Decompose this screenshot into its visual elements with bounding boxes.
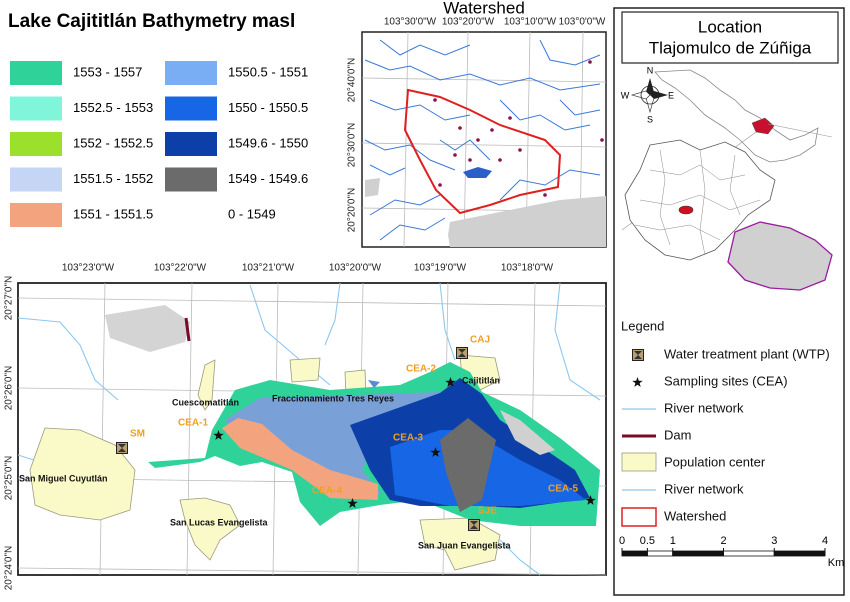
site-label: CEA-2 [406,364,436,375]
compass-label: E [668,90,674,100]
legend-label: 1549.6 - 1550 [228,135,308,150]
main-map [17,282,607,576]
legend-label: River network [664,400,744,415]
scale-unit: Km [828,557,845,569]
coord-label: 103°20'0"W [329,263,382,274]
place-label: Cajititlán [462,375,500,385]
coord-label: 20°26'0"N [4,366,15,411]
location-map [621,69,833,291]
compass-label: S [647,114,653,124]
legend-symbols [621,349,657,527]
coord-label: 103°23'0"W [62,263,115,274]
legend-swatch [10,61,62,85]
coord-label: 103°10'0"W [504,17,557,28]
legend-swatch [165,132,217,156]
scale-label: 3 [771,535,777,547]
legend-label: 1551 - 1551.5 [73,206,153,221]
legend-label: 1550.5 - 1551 [228,64,308,79]
scale-bar: 0 0.5 1 2 3 4Km [619,535,844,569]
site-label: CAJ [470,335,490,346]
legend-label: 1552 - 1552.5 [73,135,153,150]
legend-title: Legend [621,318,664,333]
scale-segment [646,550,674,557]
location-title-box [621,11,839,64]
legend-swatch [10,203,62,227]
scale-segment [672,550,724,557]
place-label: Fraccionamiento Tres Reyes [272,393,394,403]
legend-label: 0 - 1549 [228,206,276,221]
coord-label: 20°24'0"N [4,546,15,591]
place-label: San Lucas Evangelista [170,517,269,527]
coord-label: 103°0'0"W [559,17,606,28]
coord-label: 20°40'0"N [347,58,358,103]
site-label: CEA-4 [312,486,342,497]
legend-label: 1551.5 - 1552 [73,171,153,186]
coord-label: 103°30'0"W [384,17,437,28]
location-title: Tlajomulco de Zúñiga [649,38,812,57]
legend-swatch [10,167,62,192]
legend-swatch [10,132,62,156]
scale-label: 2 [720,535,726,547]
legend-label: Water treatment plant (WTP) [664,346,830,361]
site-label: CEA-1 [178,418,208,429]
coord-label: 20°27'0"N [4,276,15,321]
scale-segment [723,550,775,557]
location-title: Location [698,17,762,36]
legend-label: 1549 - 1549.6 [228,171,308,186]
legend-swatch [165,167,217,192]
legend-label: 1550 - 1550.5 [228,100,308,115]
watershed-title: Watershed [443,0,525,17]
scale-label: 0.5 [640,535,655,547]
location-frame [613,7,845,596]
site-label: CEA-5 [548,484,578,495]
coord-label: 20°25'0"N [4,456,15,501]
legend-swatch [10,96,62,121]
legend-label: 1552.5 - 1553 [73,100,153,115]
place-label: Cuescomatitlán [172,397,239,407]
site-label: SJE [478,506,497,517]
coord-label: 20°30'0"N [347,123,358,168]
coord-label: 103°19'0"W [414,263,467,274]
legend-label: 1553 - 1557 [73,64,142,79]
watershed-map [361,31,607,248]
scale-segment [621,550,648,557]
place-label: San Juan Evangelista [418,540,512,550]
scale-segment [773,550,826,557]
coord-label: 20°20'0"N [347,188,358,233]
legend-swatch [165,96,217,121]
coord-label: 103°20'0"W [442,17,495,28]
bathymetry-title: Lake Cajititlán Bathymetry masl [8,11,295,32]
coord-label: 103°21'0"W [242,263,295,274]
coord-label: 103°18'0"W [501,263,554,274]
compass-label: N [647,65,654,75]
legend-label: Population center [664,454,766,469]
scale-label: 4 [822,535,828,547]
legend-label: Watershed [664,508,726,523]
compass-label: W [621,90,630,100]
legend-label: Sampling sites (CEA) [664,373,788,388]
place-label: San Miguel Cuyutlán [19,473,108,483]
legend-label: River network [664,481,744,496]
legend-label: Dam [664,427,691,442]
scale-label: 0 [619,535,625,547]
bathymetry-legend: 1553 - 1557 1552.5 - 1553 1552 - 1552.5 155… [10,61,308,227]
legend-swatch [165,61,217,85]
site-label: CEA-3 [393,433,423,444]
scale-label: 1 [670,535,676,547]
coord-label: 103°22'0"W [154,263,207,274]
site-label: SM [130,429,145,440]
